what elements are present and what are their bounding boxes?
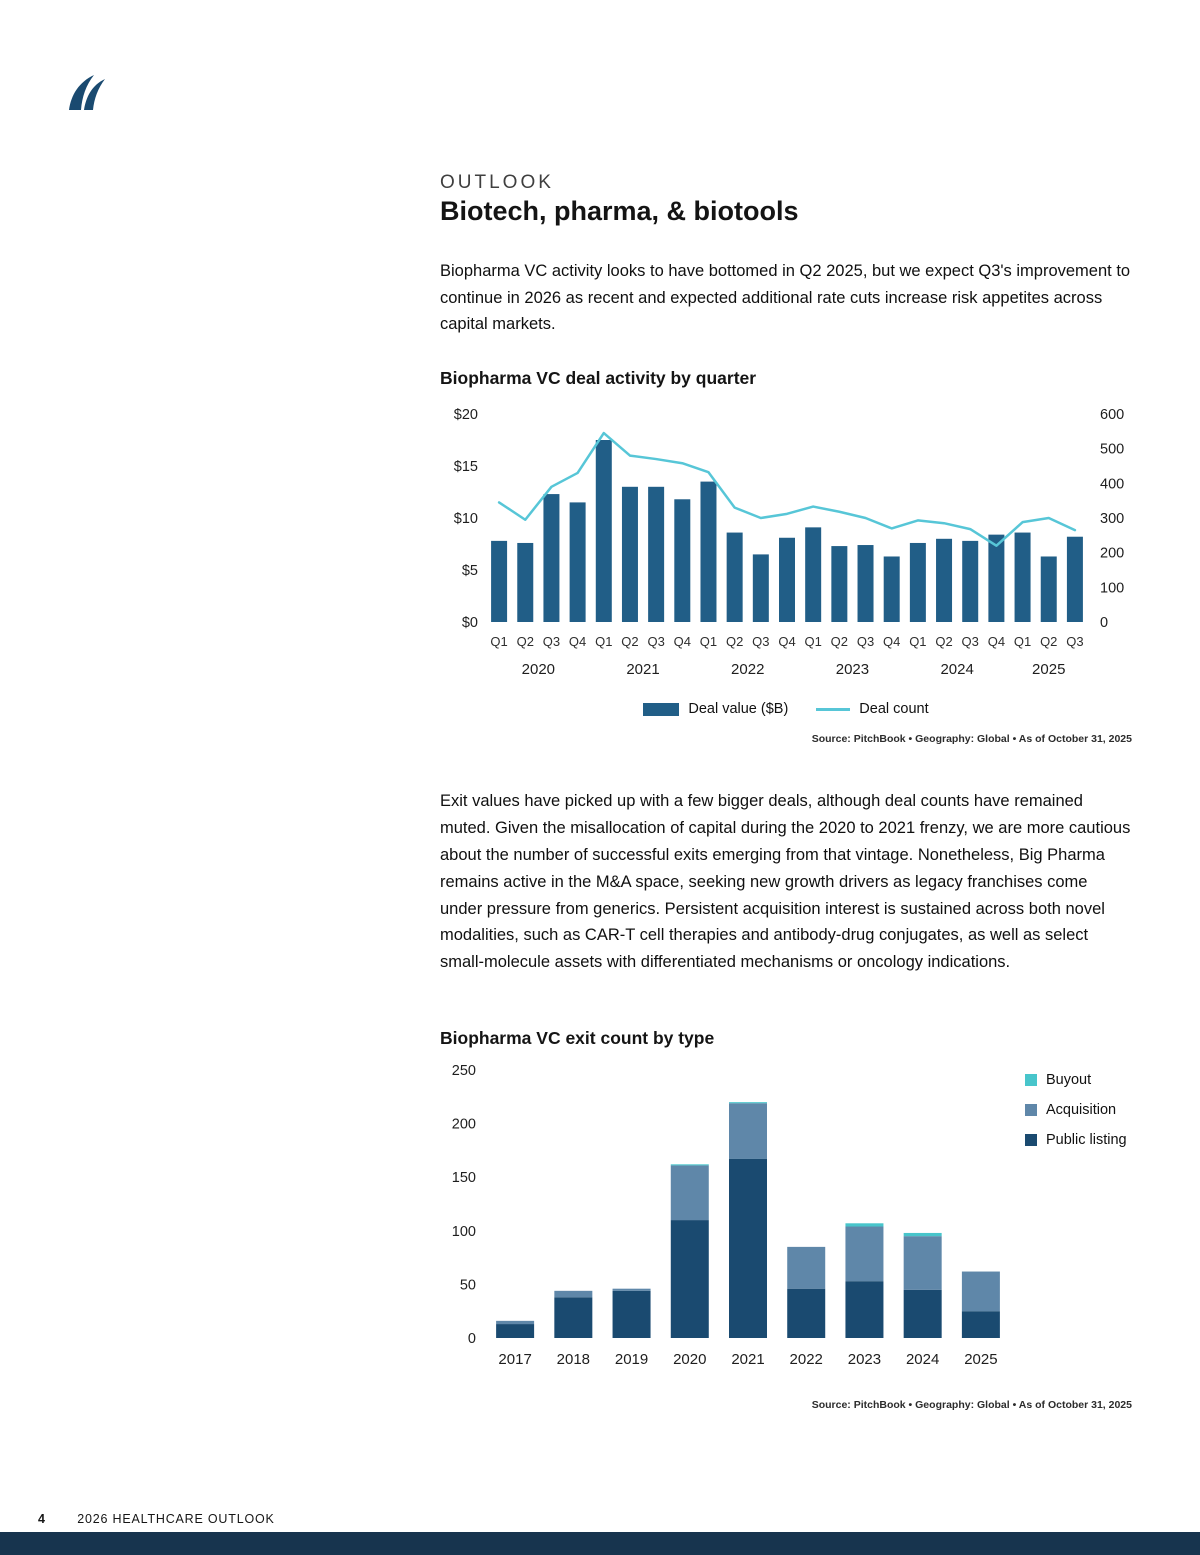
svg-text:50: 50 bbox=[460, 1277, 476, 1293]
svg-text:Q2: Q2 bbox=[1040, 634, 1057, 649]
chart1-source: Source: PitchBook • Geography: Global • … bbox=[811, 733, 1132, 745]
legend-item-deal-value: Deal value ($B) bbox=[643, 701, 788, 717]
svg-text:Q1: Q1 bbox=[805, 634, 822, 649]
svg-text:200: 200 bbox=[452, 1117, 476, 1133]
svg-text:2022: 2022 bbox=[731, 661, 764, 678]
svg-text:Q4: Q4 bbox=[778, 634, 795, 649]
chart2-title: Biopharma VC exit count by type bbox=[440, 1028, 715, 1048]
svg-text:Q4: Q4 bbox=[883, 634, 900, 649]
svg-text:2023: 2023 bbox=[836, 661, 869, 678]
svg-text:2021: 2021 bbox=[626, 661, 659, 678]
deal-activity-chart: $20 $15 $10 $5 $0 600 500 400 300 200 100 0 Q1 Q2 Q3 Q4… bbox=[440, 400, 1132, 745]
svg-text:2023: 2023 bbox=[848, 1351, 881, 1368]
svg-text:Q4: Q4 bbox=[674, 634, 691, 649]
svg-text:400: 400 bbox=[1100, 476, 1124, 492]
svg-text:Q1: Q1 bbox=[700, 634, 717, 649]
deal-value-swatch bbox=[643, 702, 680, 716]
svg-text:150: 150 bbox=[452, 1170, 476, 1186]
svg-text:2024: 2024 bbox=[940, 661, 973, 678]
svg-text:$15: $15 bbox=[454, 459, 478, 475]
body-paragraph: Exit values have picked up with a few bi… bbox=[440, 792, 1131, 972]
svg-text:Q3: Q3 bbox=[752, 634, 769, 649]
exit-count-plot: 250 200 150 100 50 0 2017 2018 2019 2020 2021 2022 2… bbox=[452, 1063, 1000, 1368]
svg-text:2025: 2025 bbox=[964, 1351, 997, 1368]
svg-text:$20: $20 bbox=[454, 407, 478, 423]
buyout-legend-label: Buyout bbox=[1046, 1072, 1092, 1088]
svg-text:$5: $5 bbox=[462, 563, 478, 579]
pitchbook-logo-icon bbox=[62, 72, 108, 118]
svg-text:0: 0 bbox=[1100, 615, 1108, 631]
svg-text:Q4: Q4 bbox=[988, 634, 1005, 649]
svg-text:Q2: Q2 bbox=[831, 634, 848, 649]
chart2-source: Source: PitchBook • Geography: Global • … bbox=[811, 1399, 1132, 1411]
svg-text:500: 500 bbox=[1100, 442, 1124, 458]
public-listing-swatch bbox=[1025, 1134, 1037, 1146]
svg-text:2021: 2021 bbox=[731, 1351, 764, 1368]
deal-value-legend-label: Deal value ($B) bbox=[688, 701, 789, 717]
svg-text:100: 100 bbox=[1100, 580, 1124, 596]
svg-text:2020: 2020 bbox=[522, 661, 555, 678]
svg-text:2017: 2017 bbox=[498, 1351, 531, 1368]
acquisition-swatch bbox=[1025, 1104, 1037, 1116]
page-number: 4 bbox=[38, 1512, 45, 1526]
svg-text:2019: 2019 bbox=[615, 1351, 648, 1368]
svg-text:Q3: Q3 bbox=[543, 634, 560, 649]
svg-text:Q1: Q1 bbox=[909, 634, 926, 649]
svg-text:Q2: Q2 bbox=[935, 634, 952, 649]
buyout-swatch bbox=[1025, 1074, 1037, 1086]
svg-text:Q3: Q3 bbox=[647, 634, 664, 649]
svg-text:250: 250 bbox=[452, 1063, 476, 1079]
svg-text:Q2: Q2 bbox=[517, 634, 534, 649]
public-listing-legend-label: Public listing bbox=[1046, 1132, 1127, 1148]
deal-count-legend-label: Deal count bbox=[859, 701, 929, 717]
footer-label: 2026 HEALTHCARE OUTLOOK bbox=[77, 1512, 275, 1526]
svg-text:Q3: Q3 bbox=[1066, 634, 1083, 649]
intro-paragraph: Biopharma VC activity looks to have bott… bbox=[440, 262, 1131, 334]
footer: 4 2026 HEALTHCARE OUTLOOK bbox=[38, 1512, 275, 1526]
deal-activity-plot: $20 $15 $10 $5 $0 600 500 400 300 200 100 0 Q1 Q2 Q3 Q4… bbox=[454, 407, 1124, 678]
svg-text:$0: $0 bbox=[462, 615, 478, 631]
chart2-legend: Buyout Acquisition Public listing bbox=[1025, 1072, 1127, 1148]
legend-item-deal-count: Deal count bbox=[816, 701, 929, 717]
svg-text:Q2: Q2 bbox=[621, 634, 638, 649]
acquisition-legend-label: Acquisition bbox=[1046, 1102, 1117, 1118]
legend-item-acquisition: Acquisition bbox=[1025, 1102, 1127, 1118]
page-title: Biotech, pharma, & biotools bbox=[440, 196, 799, 226]
svg-text:2020: 2020 bbox=[673, 1351, 706, 1368]
svg-text:600: 600 bbox=[1100, 407, 1124, 423]
svg-text:100: 100 bbox=[452, 1224, 476, 1240]
svg-text:2024: 2024 bbox=[906, 1351, 939, 1368]
svg-text:Q1: Q1 bbox=[1014, 634, 1031, 649]
section-eyebrow: OUTLOOK bbox=[440, 172, 554, 193]
svg-text:Q2: Q2 bbox=[726, 634, 743, 649]
svg-text:Q1: Q1 bbox=[595, 634, 612, 649]
chart1-legend: Deal value ($B) Deal count bbox=[440, 701, 1132, 717]
svg-text:2022: 2022 bbox=[790, 1351, 823, 1368]
svg-text:Q4: Q4 bbox=[569, 634, 586, 649]
chart1-title: Biopharma VC deal activity by quarter bbox=[440, 368, 757, 388]
legend-item-public-listing: Public listing bbox=[1025, 1132, 1127, 1148]
svg-text:0: 0 bbox=[468, 1331, 476, 1347]
svg-text:Q1: Q1 bbox=[490, 634, 507, 649]
footer-bar bbox=[0, 1532, 1200, 1555]
svg-text:2018: 2018 bbox=[557, 1351, 590, 1368]
svg-text:300: 300 bbox=[1100, 511, 1124, 527]
exit-count-chart: 250 200 150 100 50 0 2017 2018 2019 2020 2021 2022 2… bbox=[440, 1058, 1132, 1411]
deal-count-swatch bbox=[816, 707, 851, 711]
svg-text:$10: $10 bbox=[454, 511, 478, 527]
legend-item-buyout: Buyout bbox=[1025, 1072, 1127, 1088]
svg-text:Q3: Q3 bbox=[857, 634, 874, 649]
svg-text:2025: 2025 bbox=[1032, 661, 1065, 678]
svg-text:Q3: Q3 bbox=[962, 634, 979, 649]
svg-text:200: 200 bbox=[1100, 546, 1124, 562]
